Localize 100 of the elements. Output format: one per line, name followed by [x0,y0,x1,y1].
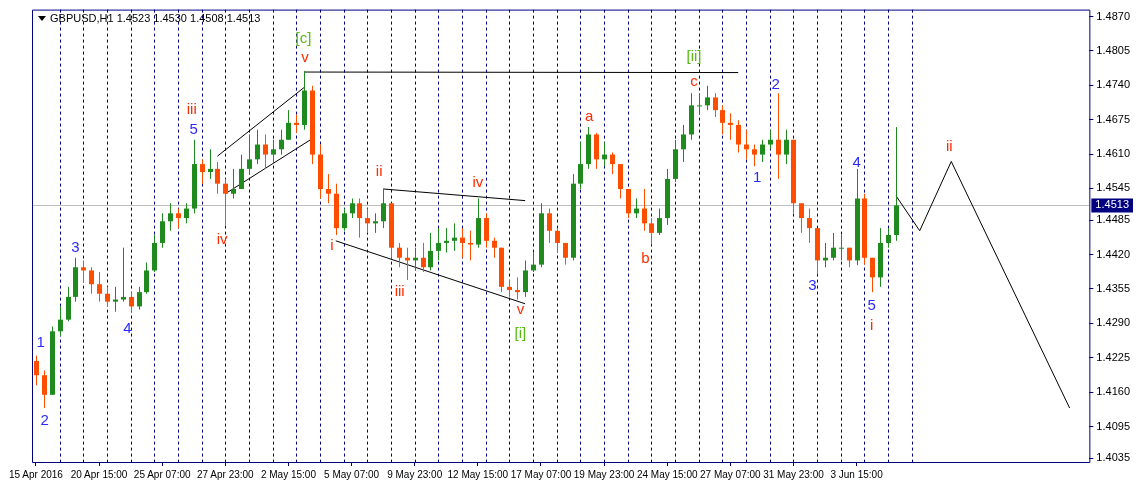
annotation: b [641,249,650,267]
candlestick [137,286,142,311]
y-tick-label: 1.4485 [1096,213,1131,226]
x-tick-label: 27 Apr 23:00 [196,468,255,480]
candlestick [768,129,773,150]
y-tick-label: 1.4420 [1096,247,1131,260]
candlestick [263,133,268,170]
candlestick [342,208,347,232]
x-tick-label: 20 Apr 15:00 [70,468,128,480]
y-tick-label: 1.4160 [1096,385,1131,398]
candlestick [799,202,804,234]
x-tick-label: 12 May 15:00 [447,468,509,480]
candlestick [326,173,331,204]
candlestick [279,129,284,156]
annotation: iii [394,282,405,300]
candlestick [784,129,789,165]
candlestick [839,234,844,261]
candlestick [436,227,441,261]
candlestick [231,168,236,199]
y-tick-label: 1.4545 [1096,181,1131,194]
candlestick [492,237,497,259]
candlestick [468,230,473,261]
annotation: v [301,48,310,66]
candlestick [697,92,702,116]
annotation: 2 [40,410,49,428]
y-tick-label: 1.4095 [1096,419,1131,432]
candlestick [247,133,252,175]
y-tick-label: 1.4355 [1096,282,1131,295]
candlestick [223,178,228,226]
candlestick [144,262,149,295]
candlestick [58,305,63,337]
annotation: c [690,71,699,89]
annotation: i [330,235,334,253]
candlestick [578,141,583,190]
candlestick [428,232,433,271]
annotation: 4 [123,319,132,337]
candlestick [776,92,781,180]
x-tick-label: 25 Apr 07:00 [133,468,191,480]
x-tick-label: 5 May 07:00 [324,468,380,480]
annotation: iv [472,172,484,190]
annotation: i [869,315,874,333]
candlestick [89,266,94,295]
annotation: v [516,299,525,317]
candlestick [97,271,102,303]
x-tick-label: 3 Jun 15:00 [830,468,884,480]
candlestick [200,158,205,185]
candlestick [555,227,560,253]
candlestick [113,286,118,313]
candlestick [523,259,528,298]
candlestick [365,208,370,234]
annotation: 3 [808,275,817,293]
annotation: iii [186,100,197,118]
candlestick [452,222,457,252]
candlestick [484,212,489,249]
y-tick-label: 1.4035 [1096,451,1131,464]
candlestick [215,161,220,195]
candlestick [176,208,181,229]
candlestick [649,217,654,246]
candlestick [34,355,39,386]
y-tick-label: 1.4675 [1096,112,1131,125]
candlestick [736,119,741,153]
annotation: 5 [189,119,198,137]
candlestick [286,109,291,141]
candlestick [642,188,647,232]
candlestick [681,124,686,163]
y-tick-label: 1.4805 [1096,43,1131,56]
annotation: ii [945,136,953,154]
x-tick-label: 31 May 23:00 [763,468,825,480]
candlestick [547,208,552,244]
x-tick-label: 27 May 07:00 [700,468,762,480]
candlestick [160,212,165,249]
x-tick-label: 2 May 15:00 [260,468,317,480]
annotation: 1 [752,168,762,185]
candlestick [168,202,173,232]
candlestick [807,208,812,244]
x-tick-label: 24 May 15:00 [636,468,698,480]
candlestick [870,257,875,293]
candlestick [515,276,520,301]
candlestick [831,232,836,261]
x-tick-label: 19 May 23:00 [573,468,635,480]
y-tick-label: 1.4740 [1096,78,1131,91]
y-tick-label: 1.4290 [1096,316,1131,329]
candlestick [720,104,725,135]
candlestick [705,85,710,111]
annotation: iv [216,229,229,247]
annotation: a [584,107,594,125]
candlestick [350,198,355,219]
candlestick [129,291,134,313]
candlestick [255,129,260,165]
candlestick [752,144,757,167]
x-tick-label: 9 May 23:00 [387,468,443,480]
chart-title: GBPUSD,H1 1.4523 1.4530 1.4508 1.4513 [50,12,261,24]
annotation: 2 [771,74,780,92]
candlestick [81,259,86,283]
candlestick [610,151,615,175]
candlestick [184,202,189,224]
annotation: 3 [71,237,80,255]
y-tick-label: 1.4870 [1096,9,1131,22]
x-tick-label: 17 May 07:00 [510,468,572,480]
candlestick [42,369,47,409]
